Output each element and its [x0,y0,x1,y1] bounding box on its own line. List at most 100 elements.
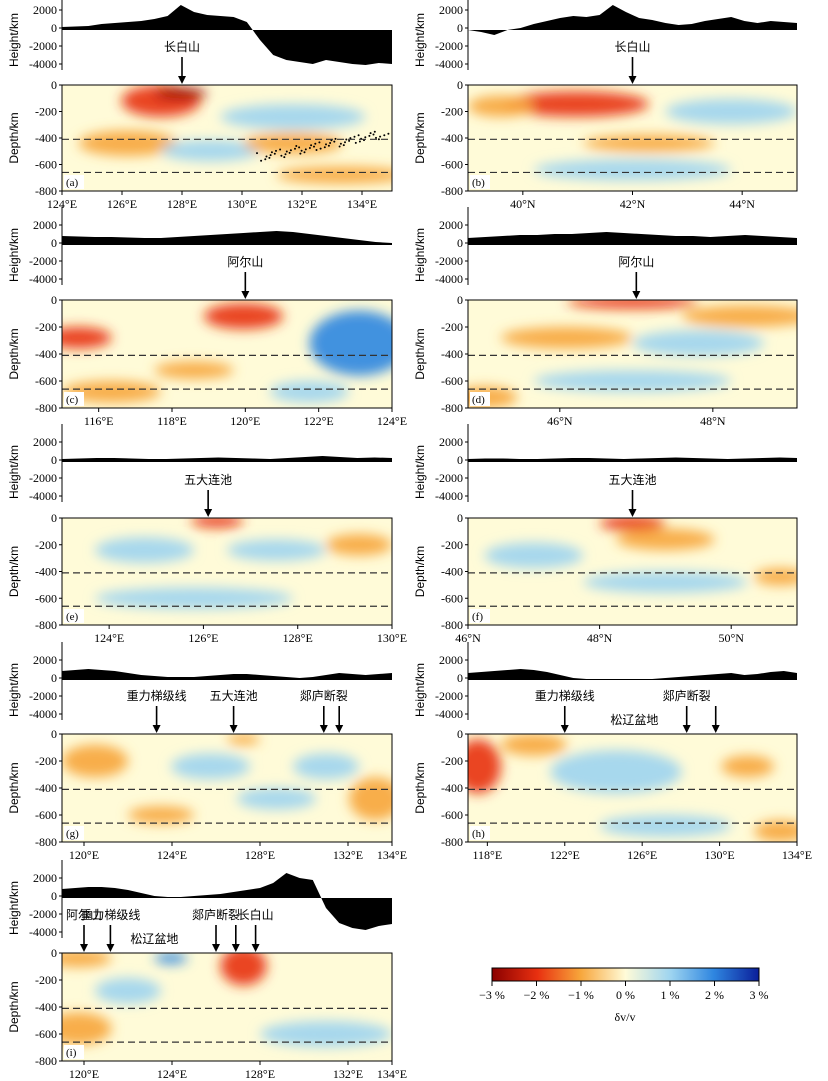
x-tick-label: 128°E [283,631,313,645]
annotation-arrowhead [632,291,641,299]
depth-tick-label: -200 [35,754,57,768]
colorbar-tick-label: −1 % [568,988,594,1002]
anomaly [190,518,244,528]
anomaly [154,88,208,99]
depth-tick-label: -400 [441,131,463,145]
anomaly [583,134,715,152]
anomaly [468,95,534,117]
panel-label: (i) [66,1047,77,1059]
x-tick-label: 48°N [700,414,726,428]
anomaly [128,806,194,824]
anomaly [170,753,251,780]
x-tick-label: 130°E [227,197,257,211]
earthquake-point [344,141,346,144]
anomaly [309,310,392,376]
height-axis-label: Height/km [413,13,427,67]
panel-a: 2000 0 -2000 -4000 Height/km 0 -200 -400 -600 -80… [7,0,393,211]
colorbar-ticks: −3 % −2 % −1 % 0 % 1 % 2 % 3 % [479,981,769,1002]
anomaly [349,777,392,821]
height-tick-label: -4000 [29,925,57,939]
height-axis-label: Height/km [7,228,21,282]
height-tick-label: 2000 [439,653,463,667]
earthquake-point [364,136,367,139]
depth-axis-label: Depth/km [413,546,427,597]
earthquake-point [314,142,317,145]
topography-profile [62,456,392,462]
depth-tick-label: -800 [441,835,463,849]
topography-profile [468,5,797,35]
annotation-label: 五大连池 [608,472,656,487]
height-tick-label: -2000 [435,689,463,703]
anomaly [227,539,326,561]
earthquake-point [383,134,386,137]
height-tick-label: -4000 [435,707,463,721]
topography-profile [62,5,392,65]
depth-tick-label: -800 [441,401,463,415]
velocity-section [62,300,392,408]
colorbar-tick-label: 3 % [750,988,769,1002]
height-tick-label: -2000 [29,471,57,485]
height-tick-label: 0 [457,453,463,467]
anomaly [721,755,774,778]
velocity-section [62,953,392,1061]
height-tick-label: 0 [51,236,57,250]
anomaly [500,327,633,349]
annotation-arrowhead [212,944,220,952]
x-tick-label: 126°E [627,848,657,862]
height-tick-label: 2000 [33,871,57,885]
topography-profile [62,873,392,930]
x-tick-label: 42°N [620,197,646,211]
depth-tick-label: -600 [441,158,463,172]
height-tick-label: -2000 [435,471,463,485]
earthquake-point [349,137,352,140]
depth-tick-label: -600 [441,808,463,822]
panel-label: (g) [66,828,79,840]
depth-axis-label: Depth/km [7,546,21,597]
depth-tick-label: -800 [441,618,463,632]
panel-label-bg [470,175,490,189]
earthquake-point [280,154,283,157]
earthquake-point [387,132,390,135]
annotation-arrowhead [152,725,161,733]
panel-label-bg [470,826,490,840]
depth-axis-label: Depth/km [413,328,427,379]
x-tick-label: 130°E [377,631,407,645]
anomaly [468,739,501,794]
anomaly [95,587,293,609]
depth-tick-label: -600 [35,158,57,172]
earthquake-point [300,149,303,152]
colorbar-tick-label: −3 % [479,988,505,1002]
panel-label-bg [470,609,490,623]
height-tick-label: -4000 [435,489,463,503]
earthquake-point [329,142,332,144]
x-tick-label: 128°E [245,848,275,862]
anomaly [599,815,732,837]
depth-tick-label: -400 [35,1000,57,1014]
earthquake-point [308,147,311,149]
depth-tick-label: -400 [35,781,57,795]
height-tick-label: -4000 [29,272,57,286]
depth-tick-label: -600 [35,1027,57,1041]
annotation-arrowhead [251,944,260,952]
x-tick-label: 50°N [718,631,744,645]
depth-tick-label: -400 [35,347,57,361]
height-tick-label: -2000 [29,39,57,53]
annotation-arrowhead [241,291,250,299]
velocity-section [468,85,797,191]
anomaly [243,132,343,154]
depth-tick-label: 0 [51,511,57,525]
velocity-section [468,518,797,625]
anomaly [95,537,194,563]
height-axis-label: Height/km [7,13,21,67]
region-label: 松辽盆地 [130,932,178,946]
anomaly-blobs [95,518,392,609]
height-tick-label: -4000 [29,57,57,71]
height-tick-label: -2000 [29,254,57,268]
earthquake-point [318,141,321,144]
earthquake-point [319,147,322,150]
depth-tick-label: -800 [35,835,57,849]
earthquake-point [303,151,306,154]
height-tick-label: -2000 [29,907,57,921]
earthquake-point [315,149,318,151]
section-background [62,518,392,625]
